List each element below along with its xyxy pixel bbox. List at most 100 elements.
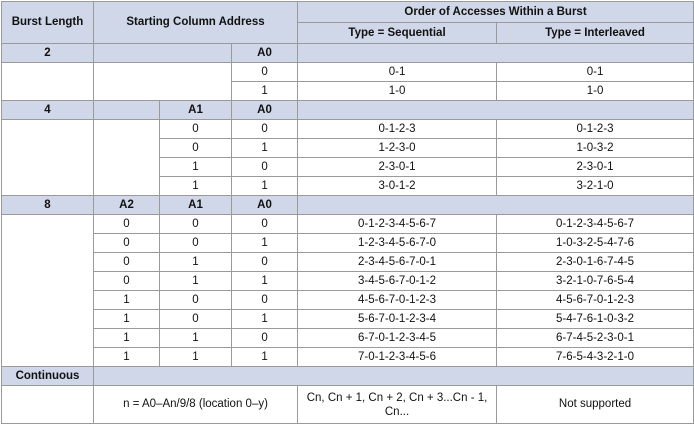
table-row: 1 1 3-0-1-2 3-2-1-0 [2,176,694,196]
bl8-interleaved: 7-6-5-4-3-2-1-0 [496,347,694,367]
table-row: 0 0 0-1-2-3 0-1-2-3 [1,119,694,196]
table-row: 0 0 0 0-1-2-3-4-5-6-7 0-1-2-3-4-5-6-7 [1,214,694,367]
bl8-a0-value: 1 [230,347,299,367]
bl8-a1-value: 0 [159,290,232,310]
bl4-a0-label: A0 [230,100,299,120]
continuous-header-row: Continuous [1,366,694,386]
bl8-a1-value: 1 [159,271,232,291]
header-burst-length: Burst Length [1,1,94,44]
bl8-sequential: 3-4-5-6-7-0-1-2 [297,271,498,291]
bl4-interleaved: 1-0-3-2 [496,138,694,158]
bl8-a0-value: 0 [230,328,299,348]
bl8-a2-label: A2 [93,195,160,215]
table-row: 1 0 1 5-6-7-0-1-2-3-4 5-4-7-6-1-0-3-2 [2,309,694,329]
bl2-blank-address [93,43,232,63]
bl4-interleaved: 3-2-1-0 [496,176,694,196]
bl2-a0-value: 1 [230,81,299,101]
bl8-a0-value: 0 [230,252,299,272]
header-order-of-accesses: Order of Accesses Within a Burst [297,1,694,23]
bl4-interleaved: 0-1-2-3 [496,119,694,139]
bl4-a1-value: 0 [159,119,232,139]
bl2-a0-value: 0 [230,62,299,82]
burst-length-2: 2 [1,43,94,63]
bl8-a0-value: 1 [230,271,299,291]
bl8-blank-length [1,214,94,367]
bl4-a0-value: 1 [230,176,299,196]
table-row: 1 0 0 4-5-6-7-0-1-2-3 4-5-6-7-0-1-2-3 [2,290,694,310]
bl8-interleaved: 2-3-0-1-6-7-4-5 [496,252,694,272]
bl8-a2-value: 1 [93,290,160,310]
bl8-a2-value: 0 [93,214,160,234]
continuous-sequential: Cn, Cn + 1, Cn + 2, Cn + 3...Cn - 1, Cn.… [297,385,498,424]
bl8-a1-value: 1 [159,347,232,367]
bl8-a0-value: 0 [230,290,299,310]
table-row: 0 1 1 3-4-5-6-7-0-1-2 3-2-1-0-7-6-5-4 [2,271,694,291]
bl4-a1-value: 1 [159,176,232,196]
bl8-sequential: 7-0-1-2-3-4-5-6 [297,347,498,367]
burst-length-4: 4 [1,100,94,120]
bl4-sequential: 0-1-2-3 [297,119,498,139]
bl8-header-row: 8 A2 A1 A0 [1,195,694,215]
bl4-blank-a2 [93,119,160,196]
bl8-interleaved: 5-4-7-6-1-0-3-2 [496,309,694,329]
bl8-a1-value: 1 [159,252,232,272]
bl2-blank-length [1,62,94,101]
bl8-interleaved: 6-7-4-5-2-3-0-1 [496,328,694,348]
bl2-a0-label: A0 [230,43,299,63]
bl2-sequential: 0-1 [297,62,498,82]
bl2-interleaved: 0-1 [496,62,694,82]
table-row: 1 1 0 6-7-0-1-2-3-4-5 6-7-4-5-2-3-0-1 [2,328,694,348]
bl4-a0-value: 0 [230,119,299,139]
bl4-blank-order [297,100,694,120]
bl8-a2-value: 1 [93,328,160,348]
bl4-interleaved: 2-3-0-1 [496,157,694,177]
bl8-sequential: 4-5-6-7-0-1-2-3 [297,290,498,310]
bl4-a1-label: A1 [159,100,232,120]
table-row: 1 1-0 1-0 [2,81,694,101]
bl4-header-row: 4 A1 A0 [1,100,694,120]
header-type-sequential: Type = Sequential [297,22,498,44]
burst-length-continuous: Continuous [1,366,94,386]
bl4-sequential: 1-2-3-0 [297,138,498,158]
bl4-a0-value: 0 [230,157,299,177]
bl8-sequential: 0-1-2-3-4-5-6-7 [297,214,498,234]
bl8-a0-label: A0 [230,195,299,215]
table-row: 0 0-1 0-1 [1,62,694,101]
bl8-a2-value: 0 [93,233,160,253]
bl2-sequential: 1-0 [297,81,498,101]
table-row: 0 0 1 1-2-3-4-5-6-7-0 1-0-3-2-5-4-7-6 [2,233,694,253]
header-type-interleaved: Type = Interleaved [496,22,694,44]
bl4-blank-length [1,119,94,196]
bl8-a2-value: 1 [93,309,160,329]
bl4-sequential: 2-3-0-1 [297,157,498,177]
bl8-interleaved: 3-2-1-0-7-6-5-4 [496,271,694,291]
bl8-a1-label: A1 [159,195,232,215]
continuous-address: n = A0–An/9/8 (location 0–y) [92,385,299,424]
bl4-a1-value: 0 [159,138,232,158]
bl8-interleaved: 0-1-2-3-4-5-6-7 [496,214,694,234]
bl8-sequential: 1-2-3-4-5-6-7-0 [297,233,498,253]
bl8-sequential: 6-7-0-1-2-3-4-5 [297,328,498,348]
bl4-blank-address [93,100,160,120]
bl2-interleaved: 1-0 [496,81,694,101]
bl8-a1-value: 0 [159,214,232,234]
continuous-blank-length [1,385,94,424]
bl8-sequential: 2-3-4-5-6-7-0-1 [297,252,498,272]
bl8-a1-value: 0 [159,233,232,253]
bl8-a2-value: 0 [93,252,160,272]
bl8-a2-value: 0 [93,271,160,291]
bl2-blank-upper-address [93,62,232,101]
bl8-interleaved: 4-5-6-7-0-1-2-3 [496,290,694,310]
continuous-interleaved: Not supported [496,385,694,424]
table-row: n = A0–An/9/8 (location 0–y) Cn, Cn + 1,… [1,385,694,424]
burst-order-table: Burst Length Starting Column Address Ord… [1,1,694,424]
header-starting-column-address: Starting Column Address [92,1,299,44]
table-row: 1 1 1 7-0-1-2-3-4-5-6 7-6-5-4-3-2-1-0 [2,347,694,367]
bl8-blank-order [297,195,694,215]
bl8-a0-value: 1 [230,309,299,329]
continuous-blank [92,366,694,386]
burst-length-8: 8 [1,195,94,215]
bl8-sequential: 5-6-7-0-1-2-3-4 [297,309,498,329]
bl8-a1-value: 0 [159,309,232,329]
bl8-a1-value: 1 [159,328,232,348]
